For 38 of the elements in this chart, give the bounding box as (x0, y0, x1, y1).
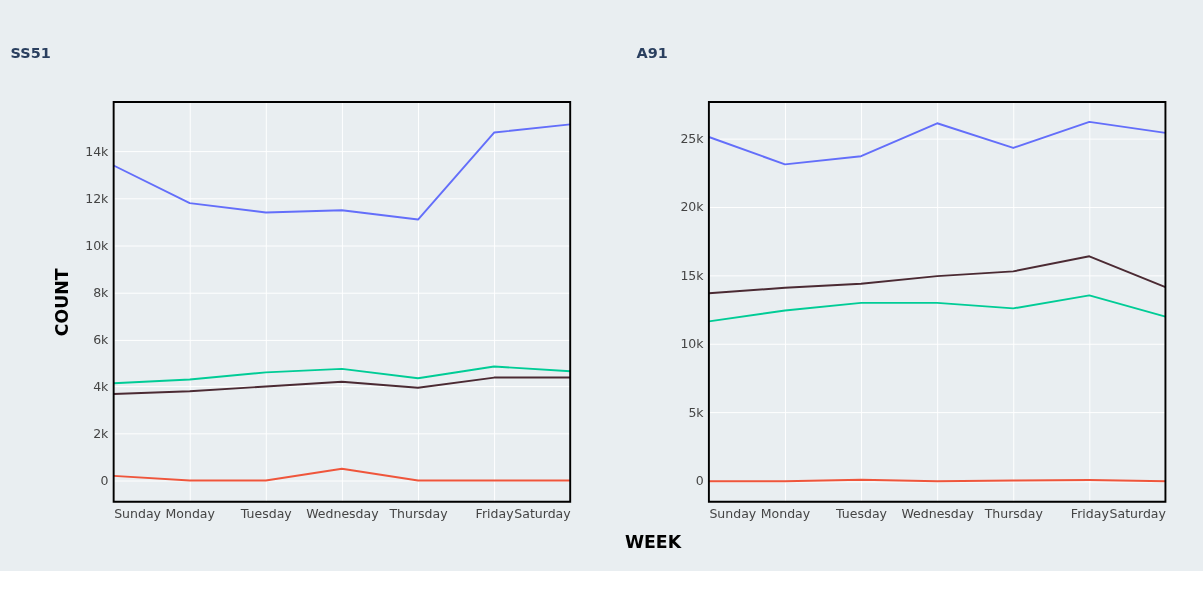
y-tick-label: 12k (85, 190, 110, 206)
y-tick-label: 10k (680, 336, 705, 352)
x-tick-label: Monday (165, 505, 216, 521)
y-tick-label: 8k (93, 284, 110, 300)
y-tick-label: 2k (93, 425, 110, 441)
chart-title: SS51 (10, 44, 51, 61)
y-tick-label: 20k (680, 199, 705, 215)
x-tick-label: Wednesday (306, 505, 380, 521)
line-series (707, 294, 1167, 323)
y-tick-label: 25k (680, 130, 705, 146)
x-tick-label: Saturday (1109, 505, 1167, 521)
x-tick-label: Friday (1070, 505, 1110, 521)
y-tick-label: 0 (695, 473, 704, 489)
x-tick-label: Tuesday (239, 505, 293, 521)
x-tick-label: Sunday (709, 505, 757, 521)
line-series (707, 120, 1167, 166)
x-tick-label: Sunday (114, 505, 162, 521)
y-tick-label: 4k (93, 378, 110, 394)
y-tick-label: 14k (85, 143, 110, 159)
line-series (707, 255, 1167, 295)
y-tick-label: 10k (85, 237, 110, 253)
x-tick-label: Monday (760, 505, 811, 521)
x-tick-label: Wednesday (901, 505, 975, 521)
y-tick-label: 15k (680, 267, 705, 283)
x-tick-label: Saturday (514, 505, 572, 521)
line-series (112, 123, 572, 221)
line-series (112, 365, 572, 385)
x-tick-label: Friday (475, 505, 515, 521)
line-series (112, 376, 572, 396)
y-tick-label: 5k (688, 404, 705, 420)
x-axis-title: WEEK (624, 531, 682, 552)
x-tick-label: Tuesday (835, 505, 888, 521)
chart-title: A91 (636, 44, 668, 61)
y-tick-label: 0 (100, 472, 109, 488)
y-axis-title: COUNT (51, 268, 72, 337)
y-tick-label: 6k (93, 331, 110, 347)
x-tick-label: Thursday (388, 505, 449, 521)
x-tick-label: Thursday (983, 505, 1044, 521)
